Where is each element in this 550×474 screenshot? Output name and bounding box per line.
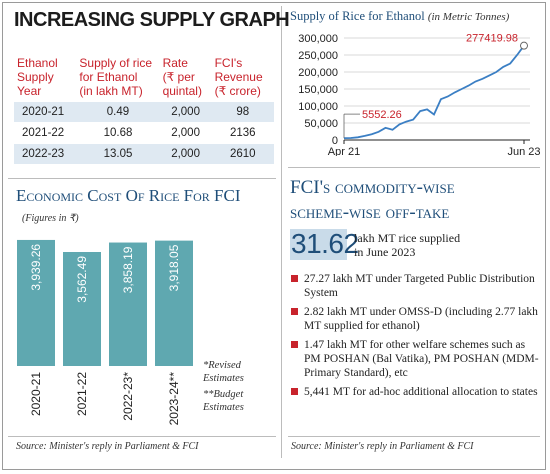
- left-section-divider: [8, 178, 276, 179]
- y-tick-label: 150,000: [298, 84, 338, 96]
- header-revenue: FCI's Revenue (₹ crore): [214, 56, 263, 98]
- x-end-label: Jun 23: [507, 146, 540, 156]
- fci-offtake-title: FCI's commodity-wise scheme-wise off-tak…: [290, 177, 455, 223]
- big-number-label: lakh MT rice supplied in June 2023: [354, 231, 461, 259]
- y-tick-label: 250,000: [298, 50, 338, 62]
- cell-supply: 13.05: [76, 143, 160, 165]
- econ-cost-title: Economic Cost Of Rice For FCI: [16, 186, 241, 205]
- red-square-icon: [291, 308, 298, 315]
- econ-cost-bar-chart: 3,939.26 2020-21 3,562.49 2021-22 3,858.19 20…: [17, 239, 193, 426]
- category-label: 2023-24**: [167, 372, 181, 426]
- category-label: 2022-23*: [121, 372, 135, 421]
- y-tick-label: 100,000: [298, 101, 338, 113]
- left-source: Source: Minister's reply in Parliament &…: [16, 441, 199, 452]
- bar-2023-24**: [155, 240, 193, 366]
- bar-2021-22: [63, 252, 101, 366]
- list-item: 27.27 lakh MT under Targeted Public Dist…: [291, 272, 541, 300]
- table-row: 2022-23 13.05 2,000 2610: [14, 143, 274, 165]
- budget-note: **Budget Estimates: [203, 389, 244, 413]
- line-chart-subtitle: (in Metric Tonnes): [427, 11, 510, 23]
- table-row: 2021-22 10.68 2,000 2136: [14, 122, 274, 144]
- category-label: 2020-21: [29, 372, 43, 416]
- header-rate: Rate (₹ per quintal): [162, 56, 202, 98]
- list-item: 2.82 lakh MT under OMSS-D (including 2.7…: [291, 305, 541, 333]
- header-supply-rice: Supply of rice for Ethanol (in lakh MT): [79, 56, 153, 98]
- x-start-label: Apr 21: [328, 146, 360, 156]
- cell-revenue: 2610: [211, 143, 274, 165]
- cell-supply: 10.68: [76, 122, 160, 144]
- red-square-icon: [291, 388, 298, 395]
- bar-2022-23*: [109, 242, 147, 366]
- figures-note: (Figures in ₹): [22, 213, 79, 224]
- supply-table: Ethanol Supply Year Supply of rice for Etha…: [14, 56, 274, 165]
- line-chart-title: Supply of Rice for Ethanol (in Metric To…: [290, 9, 509, 24]
- cell-rate: 2,000: [159, 143, 212, 165]
- end-annotation: 277419.98: [466, 33, 518, 45]
- bar-2020-21: [17, 239, 55, 366]
- y-tick-label: 300,000: [298, 33, 338, 45]
- bar-value-label: 3,562.49: [75, 256, 89, 303]
- bar-value-label: 3,918.05: [167, 244, 181, 291]
- vertical-divider: [281, 6, 282, 458]
- cell-year: 2021-22: [14, 122, 77, 144]
- cell-rate: 2,000: [159, 122, 212, 144]
- cell-supply: 0.49: [76, 102, 160, 123]
- bar-value-label: 3,858.19: [121, 246, 135, 293]
- left-source-divider: [8, 436, 276, 437]
- start-annotation: 5552.26: [362, 109, 402, 121]
- y-tick-label: 50,000: [304, 118, 338, 130]
- end-point-marker: [520, 41, 528, 50]
- line-chart-title-text: Supply of Rice for Ethanol: [290, 9, 425, 23]
- main-title: INCREASING SUPPLY GRAPH: [14, 9, 290, 31]
- revised-note: *Revised Estimates: [203, 360, 244, 384]
- cell-revenue: 98: [211, 102, 274, 123]
- y-tick-label: 200,000: [298, 67, 338, 79]
- series-line: [343, 45, 525, 139]
- red-square-icon: [291, 275, 298, 282]
- big-number: 31.62: [291, 228, 359, 259]
- infographic-frame: [2, 2, 546, 470]
- y-tick-label: 0: [332, 135, 338, 147]
- cell-rate: 2,000: [159, 102, 212, 123]
- red-square-icon: [291, 341, 298, 348]
- list-item: 1.47 lakh MT for other welfare schemes s…: [291, 338, 541, 380]
- offtake-bullet-list: 27.27 lakh MT under Targeted Public Dist…: [291, 272, 541, 404]
- ethanol-supply-line-chart: 0 50,000 100,000 150,000 200,000 250,000 300,0…: [298, 33, 540, 156]
- big-number-highlight: [290, 229, 347, 260]
- right-source-divider: [288, 436, 540, 437]
- right-source: Source: Minister's reply in Parliament &…: [291, 441, 474, 452]
- cell-year: 2022-23: [14, 143, 77, 165]
- cell-year: 2020-21: [14, 102, 77, 123]
- right-section-divider: [288, 167, 540, 168]
- bar-value-label: 3,939.26: [29, 244, 43, 291]
- list-item: 5,441 MT for ad-hoc additional allocatio…: [291, 385, 541, 399]
- table-row: 2020-21 0.49 2,000 98: [14, 102, 274, 123]
- header-ethanol-year: Ethanol Supply Year: [17, 56, 58, 98]
- cell-revenue: 2136: [211, 122, 274, 144]
- category-label: 2021-22: [75, 372, 89, 416]
